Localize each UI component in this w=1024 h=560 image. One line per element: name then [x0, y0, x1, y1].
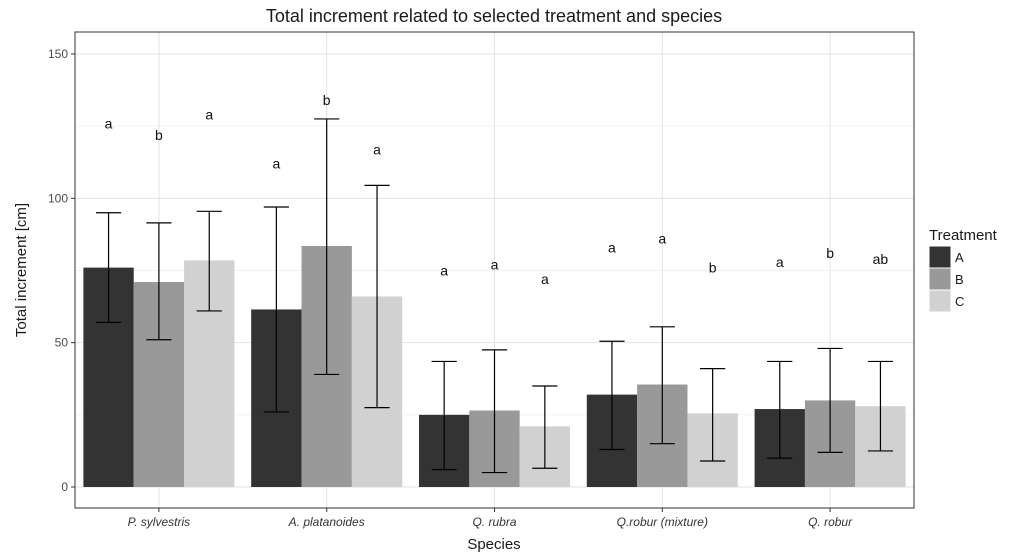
significance-label-B-3: a — [491, 257, 499, 273]
significance-label-A-3: a — [440, 263, 448, 279]
legend-key-B — [928, 267, 952, 291]
significance-label-C-3: a — [541, 271, 549, 287]
error-bar-C-1 — [196, 210, 222, 312]
error-bar-A-1 — [95, 212, 122, 324]
error-bar-B-2 — [314, 118, 340, 376]
error-bar-B-3 — [481, 349, 508, 474]
x-tick-label: P. sylvestris — [128, 515, 190, 529]
legend: Treatment ABC — [928, 227, 998, 313]
x-axis-title: Species — [467, 536, 520, 553]
significance-label-A-2: a — [272, 156, 280, 172]
significance-label-B-2: b — [323, 92, 331, 108]
significance-label-B-5: b — [826, 245, 834, 261]
legend-key-A — [928, 245, 952, 269]
significance-label-C-2: a — [373, 141, 381, 157]
significance-label-A-1: a — [105, 115, 113, 131]
significance-label-C-4: b — [709, 260, 717, 276]
error-bar-C-4 — [700, 368, 726, 462]
x-tick-label: Q. robur — [808, 515, 853, 529]
y-axis-title: Total increment [cm] — [13, 203, 30, 337]
error-bar-A-5 — [767, 360, 793, 459]
x-tick-label: Q.robur (mixture) — [617, 515, 708, 529]
legend-key-C — [928, 289, 952, 313]
legend-label-C: C — [955, 294, 964, 309]
y-tick-label: 50 — [55, 336, 69, 350]
error-bar-C-5 — [867, 360, 894, 452]
significance-label-C-1: a — [205, 107, 213, 123]
error-bar-A-4 — [599, 340, 625, 451]
y-tick-label: 100 — [48, 191, 68, 205]
error-bar-A-2 — [263, 206, 289, 413]
error-bar-B-4 — [649, 326, 675, 445]
x-tick-label: A. platanoides — [288, 515, 365, 529]
error-bar-C-3 — [532, 385, 558, 469]
y-tick-label: 150 — [48, 47, 68, 61]
chart-title: Total increment related to selected trea… — [266, 6, 722, 26]
legend-label-B: B — [955, 272, 964, 287]
error-bar-A-3 — [431, 360, 457, 471]
significance-label-A-4: a — [608, 239, 616, 255]
y-tick-label: 0 — [61, 480, 68, 494]
legend-label-A: A — [955, 250, 964, 265]
x-tick-label: Q. rubra — [472, 515, 516, 529]
significance-label-A-5: a — [776, 254, 784, 270]
significance-label-C-5: ab — [873, 251, 889, 267]
error-bar-B-5 — [817, 347, 843, 453]
error-bar-B-1 — [146, 222, 172, 341]
legend-title: Treatment — [929, 227, 998, 244]
significance-label-B-1: b — [155, 127, 163, 143]
significance-label-B-4: a — [658, 231, 666, 247]
error-bar-C-2 — [364, 184, 390, 409]
